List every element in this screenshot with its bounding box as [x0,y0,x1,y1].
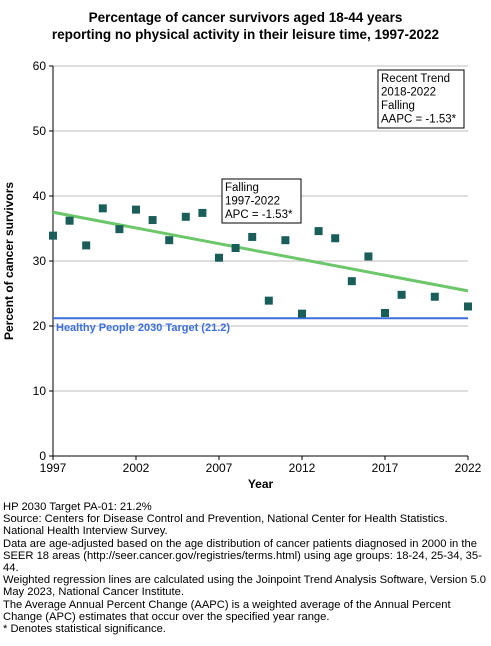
y-tick-label: 60 [33,59,47,73]
trend-line [52,210,469,293]
annotation-text: Falling [225,182,259,194]
data-point [231,244,240,252]
footnote-significance: * Denotes statistical significance. [3,623,166,636]
x-tick-label: 1997 [40,461,67,475]
data-point [464,302,472,311]
data-point [381,309,389,317]
data-point [331,234,340,243]
chart-title-line-2: reporting no physical activity in their … [51,27,440,42]
data-point [49,231,57,240]
footnote-source: Source: Centers for Disease Control and … [3,513,448,538]
x-tick-label: 2007 [206,461,233,475]
grid-lines [53,65,468,392]
data-point [148,216,157,225]
data-point [115,225,124,234]
footnote-age-adjustment: Data are age-adjusted based on the age d… [3,537,482,575]
footnote-aapc: The Average Annual Percent Change (AAPC)… [3,598,451,623]
target-label: Healthy People 2030 Target (21.2) [56,322,230,334]
footnotes: HP 2030 Target PA-01: 21.2% Source: Cent… [3,501,489,635]
chart-title-line-1: Percentage of cancer survivors aged 18-4… [88,10,403,25]
data-point [82,241,91,250]
data-points [49,204,472,318]
data-point [314,227,323,236]
y-axis-title: Percent of cancer survivors [2,182,16,340]
x-tick-label: 2022 [455,461,482,475]
annotation-box [221,178,302,224]
trend-line-group [52,210,469,293]
y-tick-label: 50 [33,124,47,138]
y-tick-label: 20 [33,319,47,333]
annotation-text: 2018-2022 [381,87,436,99]
data-point [98,204,107,213]
annotation-text: 1997-2022 [225,196,280,208]
x-tick-label: 2012 [289,461,316,475]
annotation-text: Falling [381,100,415,112]
data-point [132,205,140,214]
x-tick-label: 2017 [372,461,399,475]
y-tick-label: 0 [39,449,46,463]
data-point [397,290,406,299]
data-point [181,212,190,221]
data-point [198,208,207,217]
data-point [65,216,74,225]
annotation-text: Recent Trend [381,73,450,85]
annotation-text: APC = -1.53* [225,209,293,221]
annotation-box [377,69,465,129]
y-tick-label: 30 [33,254,47,268]
x-tick-label: 2002 [123,461,150,475]
data-point [248,232,257,241]
data-point [165,236,174,245]
x-axis-title: Year [248,477,274,491]
annotation-text: AAPC = -1.53* [381,114,457,126]
chart-title: Percentage of cancer survivors aged 18-4… [0,9,491,43]
target-line-group: Healthy People 2030 Target (21.2) [53,317,468,334]
data-point [281,236,290,245]
data-point [264,296,273,305]
y-tick-label: 40 [33,189,47,203]
data-point [347,277,356,286]
data-point [298,309,306,318]
y-tick-label: 10 [33,384,47,398]
footnote-target: HP 2030 Target PA-01: 21.2% [3,501,152,513]
data-point [430,292,439,301]
footnote-regression: Weighted regression lines are calculated… [3,574,486,599]
chart-svg: 0 10 20 30 40 50 60 1997 2002 2007 2012 2017 2022 He… [2,59,482,491]
data-point [364,252,373,261]
axes: 0 10 20 30 40 50 60 1997 2002 2007 2012 2017 2022 [33,59,482,475]
data-point [215,253,223,262]
